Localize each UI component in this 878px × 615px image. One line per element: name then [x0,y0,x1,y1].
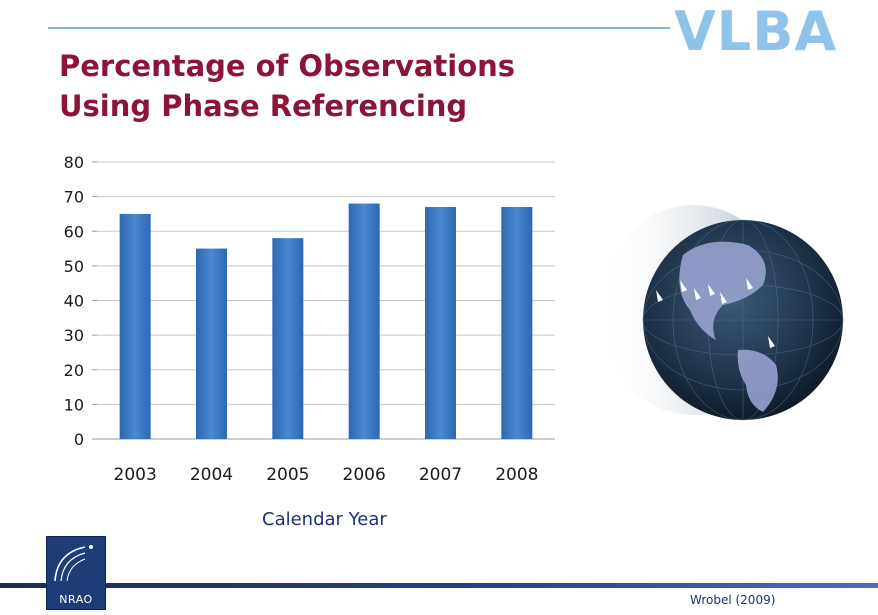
x-tick-label: 2005 [266,465,309,485]
slide-title: Percentage of Observations Using Phase R… [59,46,515,126]
x-tick-label: 2003 [114,465,157,485]
brand-title: VLBA [674,0,838,63]
bar-2007 [425,207,456,439]
title-line-2: Using Phase Referencing [59,89,468,123]
x-tick-label: 2008 [495,465,538,485]
y-tick-label: 80 [64,153,84,172]
bottom-rule [0,583,878,588]
nrao-logo: NRAO [46,536,106,610]
gridlines [92,161,555,440]
globe-illustration [598,205,844,421]
y-tick-labels: 0 10 20 30 40 50 60 70 80 [64,153,84,449]
bar-2004 [196,248,227,439]
top-rule [48,27,670,29]
y-tick-label: 20 [64,361,84,380]
bars [119,203,533,439]
x-tick-label: 2006 [343,465,386,485]
y-tick-label: 60 [64,222,84,241]
x-tick-label: 2004 [190,465,233,485]
y-tick-label: 0 [74,430,84,449]
y-tick-label: 30 [64,326,84,345]
bar-2003 [119,213,151,439]
x-tick-label: 2007 [419,465,462,485]
y-tick-label: 40 [64,292,84,311]
title-line-1: Percentage of Observations [59,49,516,83]
y-tick-label: 50 [64,257,84,276]
y-tick-label: 10 [64,395,84,414]
x-axis-label: Calendar Year [262,509,387,530]
x-tick-labels: 2003 2004 2005 2006 2007 2008 [114,465,539,485]
bar-2005 [272,238,304,439]
bar-2006 [348,203,380,439]
bar-2008 [501,207,533,439]
credit: Wrobel (2009) [690,593,776,607]
y-tick-label: 70 [64,188,84,207]
radio-dish-icon [54,545,93,582]
logo-text: NRAO [59,593,93,606]
